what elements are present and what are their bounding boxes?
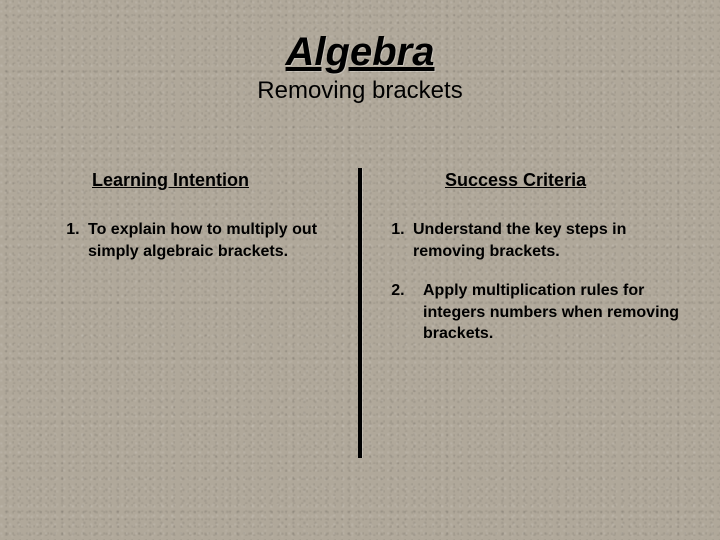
left-column: Learning Intention To explain how to mul… xyxy=(0,170,355,363)
slide-title: Algebra xyxy=(40,30,680,75)
left-list: To explain how to multiply out simply al… xyxy=(60,219,335,262)
left-heading: Learning Intention xyxy=(60,170,335,191)
right-heading: Success Criteria xyxy=(385,170,690,191)
right-list: Understand the key steps in removing bra… xyxy=(385,219,690,345)
right-column: Success Criteria Understand the key step… xyxy=(355,170,720,363)
columns: Learning Intention To explain how to mul… xyxy=(0,170,720,363)
slide: Algebra Removing brackets Learning Inten… xyxy=(0,0,720,540)
list-item: To explain how to multiply out simply al… xyxy=(84,219,335,262)
slide-subtitle: Removing brackets xyxy=(40,77,680,105)
list-item: Understand the key steps in removing bra… xyxy=(409,219,690,262)
list-item: Apply multiplication rules for integers … xyxy=(409,280,690,345)
